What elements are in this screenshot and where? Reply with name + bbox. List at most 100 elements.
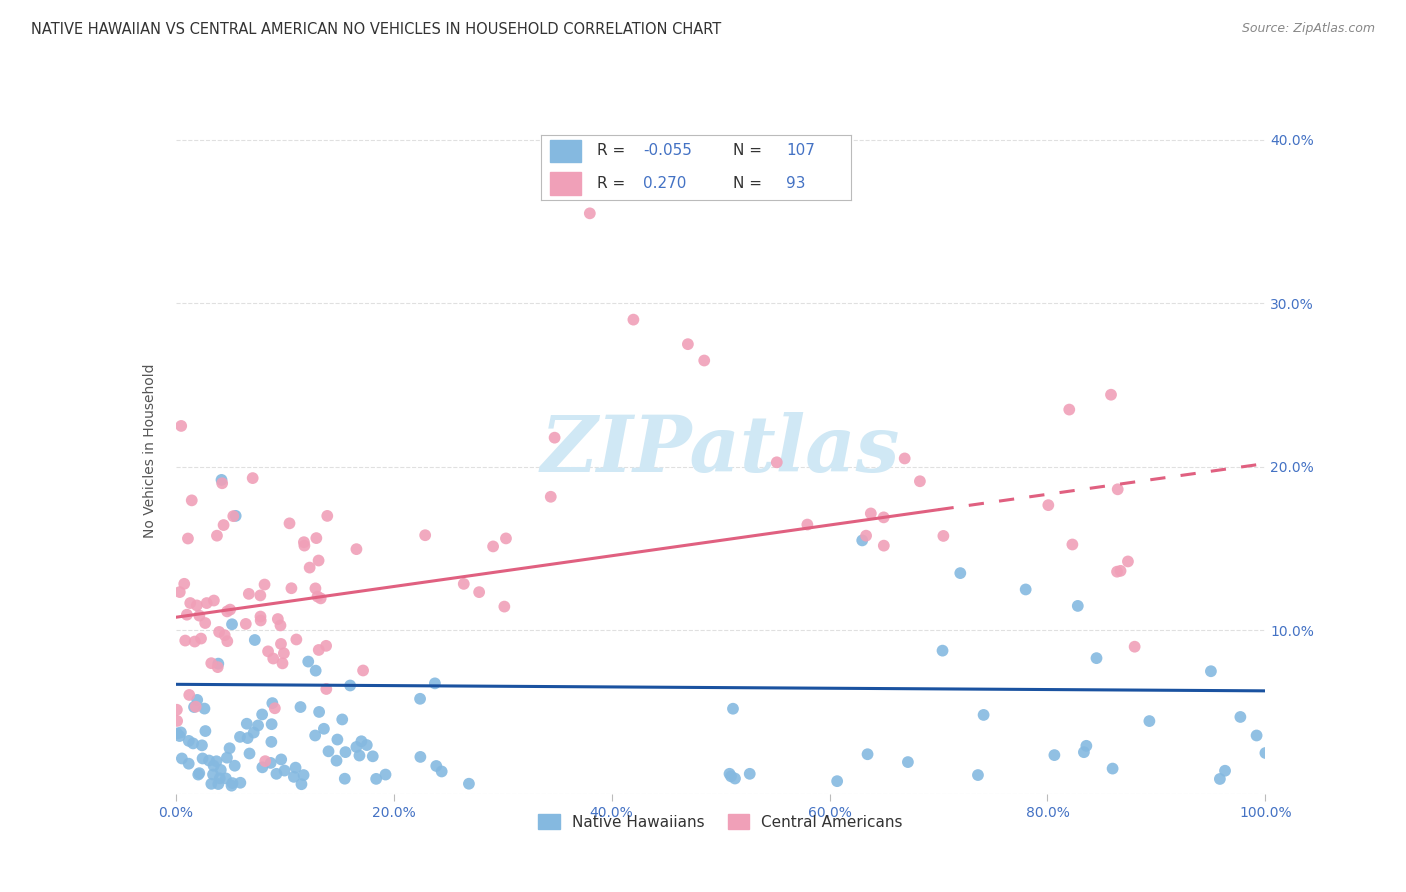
Point [308, 705, 330, 719]
Text: NATIVE HAWAIIAN VS CENTRAL AMERICAN NO VEHICLES IN HOUSEHOLD CORRELATION CHART: NATIVE HAWAIIAN VS CENTRAL AMERICAN NO V… [31, 22, 721, 37]
Point [242, 471, 264, 485]
Point [202, 593, 225, 607]
Point [229, 776, 252, 790]
Point [263, 701, 285, 715]
Point [191, 751, 214, 765]
Point [346, 542, 368, 557]
Point [409, 691, 432, 706]
Point [222, 509, 245, 524]
Point [173, 576, 195, 591]
Point [260, 717, 283, 731]
Point [235, 616, 257, 631]
Point [315, 681, 337, 696]
Point [897, 755, 920, 769]
Point [693, 353, 716, 368]
Point [973, 707, 995, 722]
Point [267, 612, 290, 626]
Point [260, 756, 283, 770]
Point [294, 539, 316, 553]
Point [202, 758, 225, 772]
Point [262, 696, 284, 710]
Point [304, 729, 326, 743]
Point [270, 637, 292, 651]
Y-axis label: No Vehicles in Household: No Vehicles in Household [143, 363, 157, 538]
Point [738, 767, 761, 781]
Point [242, 725, 264, 739]
Point [270, 752, 292, 766]
Point [250, 707, 273, 722]
Point [260, 735, 283, 749]
Point [273, 646, 295, 660]
Point [1101, 762, 1123, 776]
Point [243, 632, 266, 647]
Point [247, 718, 270, 732]
Point [305, 664, 328, 678]
Point [720, 769, 742, 783]
Point [211, 473, 233, 487]
Point [374, 767, 396, 781]
Point [166, 714, 188, 728]
Point [308, 643, 330, 657]
Point [224, 758, 246, 772]
Point [967, 768, 990, 782]
Point [266, 767, 288, 781]
Point [195, 596, 218, 610]
Point [236, 716, 259, 731]
Point [174, 633, 197, 648]
Legend: Native Hawaiians, Central Americans: Native Hawaiians, Central Americans [533, 808, 908, 836]
Point [207, 657, 229, 671]
Point [1116, 554, 1139, 568]
Point [1209, 772, 1232, 786]
Point [468, 585, 491, 599]
Point [333, 772, 356, 786]
Point [1246, 729, 1268, 743]
Point [949, 566, 972, 580]
Point [170, 418, 193, 433]
Point [219, 602, 242, 616]
Point [236, 731, 259, 745]
Point [179, 596, 201, 610]
Point [579, 206, 602, 220]
Point [305, 531, 328, 545]
Point [1107, 483, 1129, 497]
Point [1105, 565, 1128, 579]
Point [186, 693, 208, 707]
Point [191, 739, 214, 753]
Point [1213, 764, 1236, 778]
Point [225, 508, 247, 523]
Point [307, 590, 329, 604]
Text: 93: 93 [786, 176, 806, 191]
Point [932, 529, 955, 543]
Point [540, 490, 562, 504]
Point [1137, 714, 1160, 728]
Point [676, 337, 699, 351]
Point [170, 751, 193, 765]
Point [205, 529, 228, 543]
Point [718, 766, 741, 780]
Point [1085, 651, 1108, 665]
Point [312, 722, 335, 736]
Point [1229, 710, 1251, 724]
Point [188, 766, 211, 780]
Point [184, 699, 207, 714]
Point [211, 476, 233, 491]
Point [304, 582, 326, 596]
Point [330, 713, 353, 727]
Point [855, 529, 877, 543]
Point [1123, 640, 1146, 654]
Point [290, 700, 312, 714]
Point [765, 455, 787, 469]
Point [1043, 748, 1066, 763]
Point [284, 761, 307, 775]
Text: 0.270: 0.270 [644, 176, 686, 191]
Text: Source: ZipAtlas.com: Source: ZipAtlas.com [1241, 22, 1375, 36]
Text: ZIPatlas: ZIPatlas [541, 412, 900, 489]
Point [325, 754, 347, 768]
Point [169, 729, 191, 743]
Text: N =: N = [734, 176, 762, 191]
Point [269, 618, 291, 632]
Text: R =: R = [596, 176, 624, 191]
Point [495, 532, 517, 546]
Point [208, 624, 231, 639]
Point [1254, 746, 1277, 760]
